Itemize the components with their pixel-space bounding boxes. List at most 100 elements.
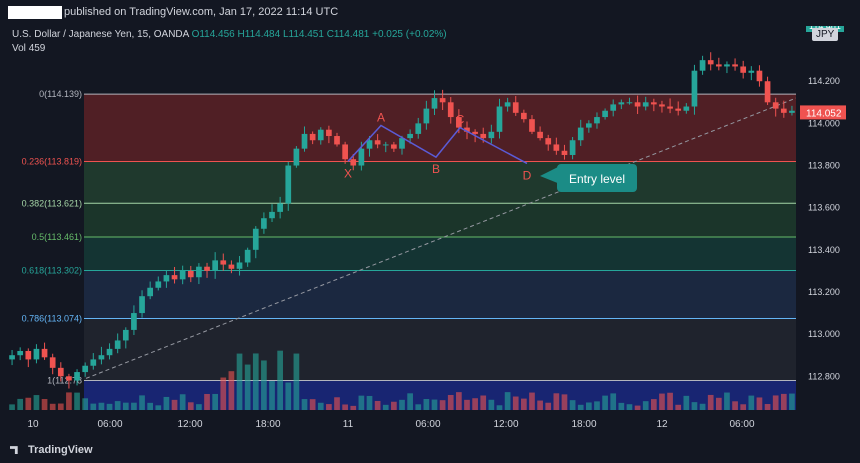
candle: [610, 104, 617, 111]
candle: [691, 70, 698, 107]
volume-bar: [399, 399, 405, 410]
candle: [147, 287, 154, 297]
candle: [764, 81, 771, 103]
trend-line-dashed: [85, 97, 797, 379]
fib-label-0.382: 0.382(113.621): [22, 198, 82, 208]
candle: [504, 102, 511, 107]
published-text: published on TradingView.com, Jan 17, 20…: [64, 6, 339, 18]
candle: [447, 102, 454, 118]
volume-bar: [756, 397, 763, 410]
candle: [106, 348, 113, 356]
volume-bar: [456, 392, 462, 410]
volume-bar: [106, 403, 113, 410]
top-price-label: 114.481: [809, 26, 841, 31]
candle: [537, 131, 543, 139]
volume-bar: [626, 404, 633, 410]
fib-band-0.382: [84, 203, 796, 237]
volume-bar: [244, 364, 251, 410]
volume-bar: [715, 397, 722, 410]
candle: [675, 108, 682, 111]
volume-bar: [464, 399, 470, 410]
candle: [252, 228, 259, 250]
candle: [561, 150, 568, 155]
volume-bar: [561, 394, 568, 410]
volume-bar: [114, 401, 121, 410]
time-axis[interactable]: 10 06:00 12:00 18:00 11 06:00 12:00 18:00 12 06:0…: [0, 410, 860, 437]
chart-area[interactable]: 0(114.139) 0.236(113.819) 0.382(113.621) 0.…: [0, 20, 860, 437]
volume-bar: [236, 353, 243, 410]
volume-bar: [691, 402, 698, 410]
xabcd-pattern[interactable]: X A B C D Entry level: [344, 110, 637, 192]
candle: [326, 129, 332, 137]
volume-bar: [675, 404, 682, 410]
volume-bar: [98, 402, 105, 410]
candle: [683, 106, 690, 111]
candles: [9, 52, 795, 389]
candle: [171, 275, 178, 280]
candle: [439, 98, 446, 103]
volume-bar: [277, 350, 283, 410]
candle: [626, 102, 633, 104]
currency-badge[interactable]: JPY: [812, 28, 839, 41]
volume-bar: [415, 404, 422, 410]
candle: [9, 355, 15, 360]
candle: [732, 64, 738, 67]
tradingview-icon: [10, 446, 18, 455]
pattern-zigzag: [347, 124, 528, 165]
volume-bar: [569, 400, 576, 410]
candle: [131, 313, 137, 330]
volume-bar: [789, 393, 795, 410]
candle: [618, 102, 625, 105]
volume-bar: [577, 404, 584, 410]
candle: [577, 127, 584, 141]
volume-bar: [261, 360, 267, 410]
volume-bar: [285, 382, 292, 410]
volume-bar: [529, 392, 535, 410]
candle: [350, 159, 357, 166]
candle: [431, 98, 438, 109]
candle: [724, 64, 730, 67]
volume-bar: [521, 398, 527, 410]
candle: [667, 106, 673, 109]
time-tick-label: 18:00: [571, 419, 596, 430]
fib-band-0: [84, 94, 796, 162]
change-value: +0.025 (+0.02%): [372, 29, 447, 40]
candle: [301, 133, 308, 149]
volume-bar: [748, 395, 755, 410]
candle: [407, 133, 413, 139]
candle: [269, 211, 275, 219]
volume-bar: [447, 394, 454, 410]
candle: [602, 110, 608, 118]
price-chart[interactable]: 0(114.139) 0.236(113.819) 0.382(113.621) 0.…: [0, 20, 860, 437]
volume-bar: [780, 393, 787, 410]
volume-bar: [488, 399, 495, 410]
candle: [586, 123, 592, 128]
candle: [74, 372, 80, 381]
candle: [196, 266, 202, 278]
volume-bar: [90, 403, 97, 410]
trend-line[interactable]: [85, 97, 797, 379]
candle: [789, 110, 795, 113]
footer: TradingView: [0, 437, 860, 463]
fib-label-0.236: 0.236(113.819): [22, 157, 82, 167]
redacted-username: [8, 6, 62, 19]
volume-bar: [25, 397, 32, 410]
volume-bar: [66, 392, 72, 410]
high-value: H114.484: [237, 29, 281, 40]
candle: [480, 133, 487, 139]
volume-bar: [317, 402, 324, 410]
volume-bar: [220, 377, 227, 410]
volume-bar: [74, 392, 80, 410]
pattern-label-c: C: [456, 113, 465, 127]
candle: [715, 64, 722, 67]
fib-retracement[interactable]: 0(114.139) 0.236(113.819) 0.382(113.621) 0.…: [22, 89, 796, 410]
price-axis[interactable]: 114.200 114.000 113.800 113.600 113.400 113.2…: [796, 20, 860, 410]
candle: [382, 144, 389, 146]
volume-legend: Vol 459: [12, 43, 45, 54]
volume-bar: [301, 399, 308, 410]
candle: [163, 275, 170, 282]
volume-bars: [9, 350, 795, 410]
candle: [277, 203, 283, 212]
fib-label-0.5: 0.5(113.461): [32, 232, 82, 242]
candle: [187, 270, 194, 278]
